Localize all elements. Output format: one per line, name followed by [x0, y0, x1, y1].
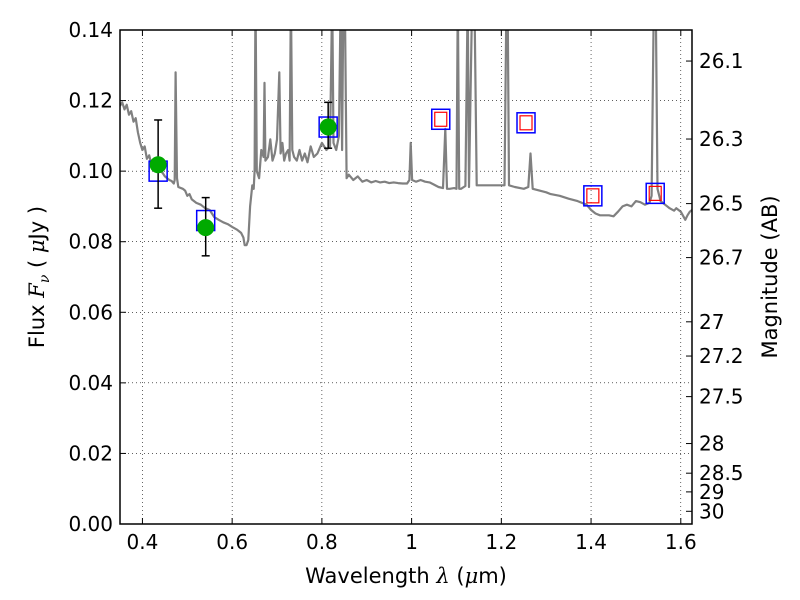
y-tick-label: 0.12 [68, 89, 113, 113]
model-photometry-square [431, 108, 451, 131]
mag-tick-label: 26.1 [699, 49, 744, 73]
x-tick-label: 1.6 [665, 530, 697, 554]
mag-tick-label: 26.5 [699, 192, 744, 216]
mag-tick-label: 27.5 [699, 385, 744, 409]
x-tick-label: 0.4 [127, 530, 159, 554]
mag-tick-label: 30 [699, 499, 724, 523]
x-tick-label: 1.2 [485, 530, 517, 554]
y-tick-label: 0.08 [68, 230, 113, 254]
predicted-square [519, 115, 533, 131]
predicted-square [434, 111, 448, 127]
y-tick-label: 0.02 [68, 441, 113, 465]
observed-photometry-point [149, 156, 167, 174]
plot-area [120, 30, 692, 247]
model-spectrum-line [120, 30, 692, 247]
markers [148, 101, 665, 257]
x-tick-label: 0.6 [216, 530, 248, 554]
y-tick-label: 0.10 [68, 159, 113, 183]
model-photometry-square [645, 182, 665, 205]
mag-tick-label: 28.5 [699, 461, 744, 485]
x-tick-label: 0.8 [306, 530, 338, 554]
x-tick-label: 1 [405, 530, 418, 554]
grid [120, 30, 692, 524]
mag-tick-label: 29 [699, 480, 724, 504]
observed-photometry-point [197, 219, 215, 237]
y-tick-label: 0.04 [68, 371, 113, 395]
x-tick-label: 1.4 [575, 530, 607, 554]
y2-axis-label: Magnitude (AB) [758, 195, 782, 358]
mag-tick-label: 26.7 [699, 246, 744, 270]
y-tick-label: 0.14 [68, 18, 113, 42]
x-axis-label: Wavelength λ (μm) [305, 564, 507, 588]
ticks: 0.4 0.6 0.8 1 1.2 1.4 1.6 0.00 0.02 0.04 0.06 0.08 0… [68, 18, 743, 554]
mag-tick-label: 27.2 [699, 344, 744, 368]
observed-photometry-point [319, 118, 337, 136]
mag-tick-label: 27 [699, 310, 724, 334]
y-tick-label: 0.06 [68, 300, 113, 324]
y-tick-label: 0.00 [68, 512, 113, 536]
model-photometry-square [516, 112, 536, 134]
predicted-square [586, 188, 600, 204]
predicted-square [648, 185, 662, 201]
mag-tick-label: 26.3 [699, 127, 744, 151]
mag-tick-label: 28 [699, 432, 724, 456]
plot-frame [119, 29, 693, 525]
model-photometry-square [583, 185, 603, 207]
y-axis-label: Flux Fν ( μJy ) [25, 206, 53, 348]
